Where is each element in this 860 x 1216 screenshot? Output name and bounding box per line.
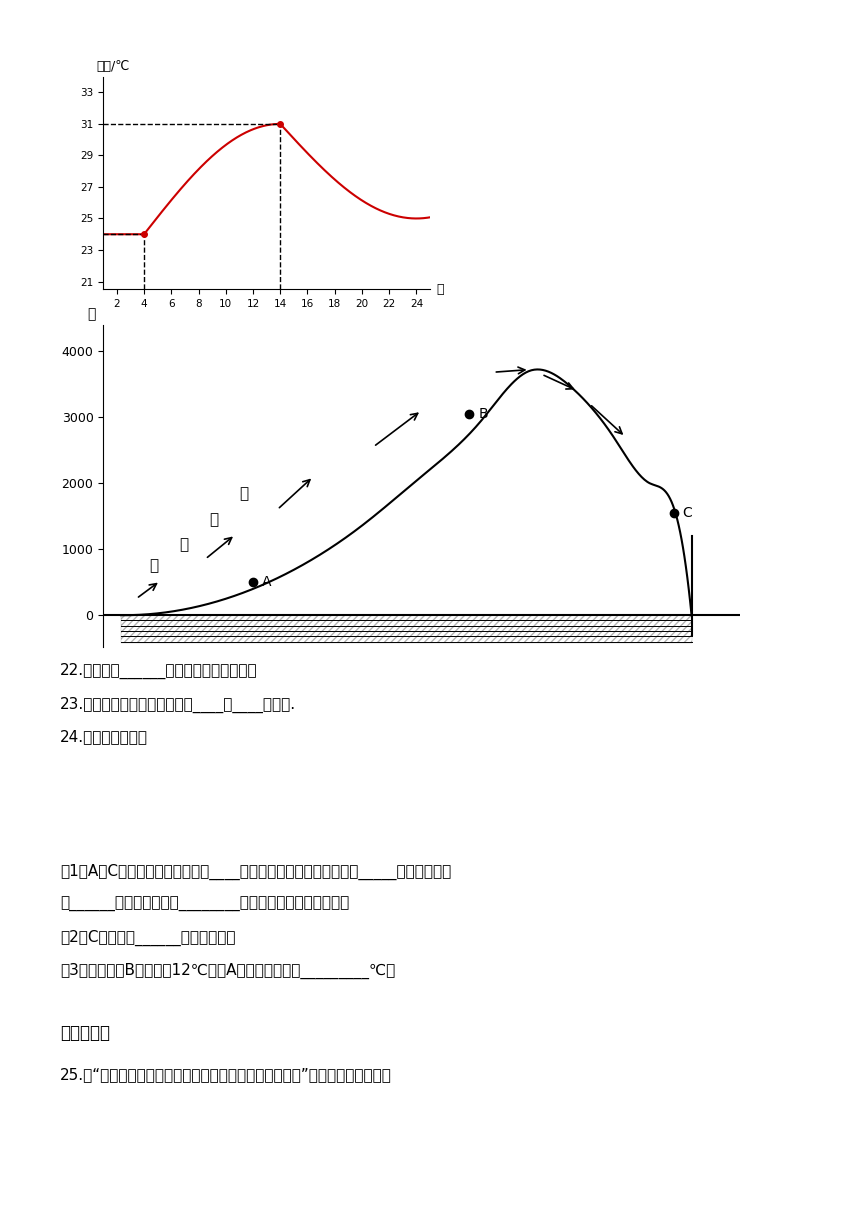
Text: 米: 米	[87, 308, 95, 321]
Text: （3）如果此时B地气温是12℃，则A地的气温大约是_________℃。: （3）如果此时B地气温是12℃，则A地的气温大约是_________℃。	[60, 963, 396, 979]
Text: 24.读图回答问题。: 24.读图回答问题。	[60, 730, 148, 744]
Text: （1）A、C两地中降水量丰富的是____地，这是因为这里处在山地的_____坡，暖湿气流: （1）A、C两地中降水量丰富的是____地，这是因为这里处在山地的_____坡，…	[60, 863, 452, 879]
Text: 气温/℃: 气温/℃	[96, 61, 130, 73]
Text: 暖: 暖	[150, 558, 159, 573]
Text: C: C	[683, 506, 692, 520]
Text: 25.读“世界年平均气温图和世界年平均降水量图（部分）”图，回答下列问题。: 25.读“世界年平均气温图和世界年平均降水量图（部分）”图，回答下列问题。	[60, 1068, 392, 1082]
Text: 22.等温线是______相同的地点连成的线。: 22.等温线是______相同的地点连成的线。	[60, 663, 258, 679]
Text: 23.影响我国气候的主要因素是____、____、地形.: 23.影响我国气候的主要因素是____、____、地形.	[60, 697, 297, 713]
Text: 呼______运动，随气温的________，水汽凝结，易成云致雨。: 呼______运动，随气温的________，水汽凝结，易成云致雨。	[60, 897, 349, 912]
Text: 流: 流	[240, 485, 249, 501]
Text: 气: 气	[210, 512, 218, 527]
Text: 三、解答题: 三、解答题	[60, 1024, 110, 1042]
Text: （2）C地的降水______（多，少）。: （2）C地的降水______（多，少）。	[60, 930, 236, 946]
Text: 湿: 湿	[180, 537, 189, 552]
Text: B: B	[478, 407, 488, 421]
Text: 时: 时	[437, 283, 445, 295]
Text: A: A	[262, 575, 272, 590]
